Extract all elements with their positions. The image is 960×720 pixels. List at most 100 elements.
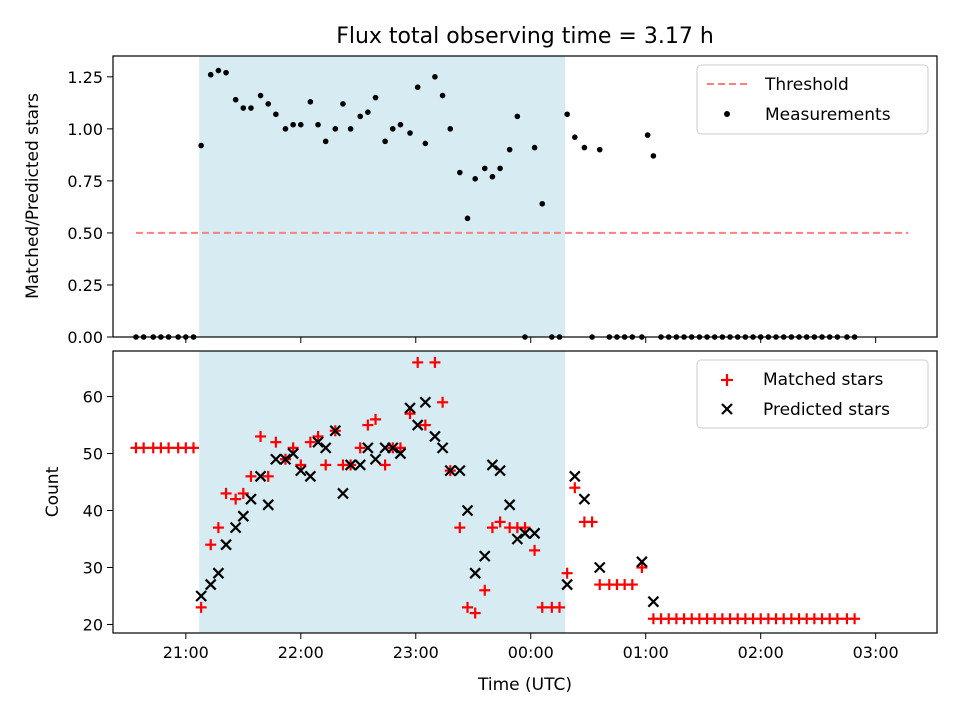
y-tick-label: 30 [83,558,103,577]
predicted-star-point [494,464,506,477]
measurement-point [439,92,446,99]
measurement-point [207,71,214,78]
matched-star-point [370,413,382,425]
legend-predicted-label: Predicted stars [763,400,890,420]
matched-star-point [494,516,506,528]
measurement-point [307,98,314,105]
predicted-star-point [195,590,207,602]
predicted-star-point [469,567,481,579]
legend-box [696,359,929,429]
measurement-point [273,111,279,118]
measurement-point [315,121,321,128]
measurement-point [581,144,588,151]
matched-star-point [486,522,498,534]
x-tick-label: 21:00 [163,643,209,662]
predicted-star-point [369,453,382,466]
measurement-point [432,74,438,80]
predicted-star-point [486,459,499,471]
measurement-point [472,176,478,182]
measurement-point [596,146,603,153]
x-tick-label: 01:00 [623,643,669,662]
panel-ratio: 0.00 0.25 0.50 0.75 1.00 1.25 Matched/Predict… [23,55,938,347]
measurement-point [414,84,421,91]
y-tick-label: 20 [83,615,103,634]
measurement-point [422,140,429,147]
predicted-star-point [344,459,357,471]
matched-star-point [429,356,441,368]
panel-counts: 20 30 40 50 60 21:00 22:00 23:00 00:00 01:00 02:00… [43,350,938,695]
matched-star-point [262,470,274,482]
predicted-star-point [404,402,416,414]
matched-star-point [354,442,366,454]
predicted-star-point [354,459,366,471]
y-tick-label: 0.25 [67,276,103,295]
predicted-star-point [295,464,307,477]
predicted-star-point [454,464,466,477]
matched-star-point [394,442,406,454]
chart-title: Flux total observing time = 3.17 h [336,24,714,49]
legend-predicted-swatch [721,403,733,415]
predicted-star-point [329,424,342,437]
measurement-point [564,111,570,118]
x-tick-label: 00:00 [508,643,554,662]
predicted-star-point [511,533,524,545]
predicted-star-point [593,561,606,574]
predicted-star-point [262,499,274,511]
measurement-point [240,105,247,111]
measurement-point [248,105,254,111]
matched-star-point [205,539,217,551]
legend-matched-swatch [721,374,733,386]
measurement-point [297,121,304,128]
x-tick-label: 02:00 [738,643,784,662]
matched-star-point [529,544,541,556]
predicted-star-point [636,556,648,568]
y-tick-label: 1.00 [67,120,103,139]
predicted-star-point [394,447,407,460]
matched-star-point [479,584,491,596]
predicted-star-point [503,499,516,511]
matched-star-point [379,459,391,471]
matched-star-point [212,522,224,534]
predicted-star-point [478,550,491,562]
measurement-point [539,200,546,207]
measurement-point [382,138,388,145]
matched-star-point [237,487,249,499]
predicted-star-point [245,493,257,505]
x-tick-label: 23:00 [393,643,439,662]
measurement-point [481,165,488,172]
y-tick-label: 40 [83,502,103,521]
legend-measurement-swatch [724,111,730,117]
measurement-point [397,121,404,128]
measurement-point [650,153,657,159]
predicted-star-point [561,578,573,591]
matched-star-point [255,430,267,442]
y-tick-label: 1.25 [67,68,103,87]
matched-star-point [553,601,565,613]
legend: Matched stars Predicted stars [696,359,929,429]
measurement-point [464,215,471,222]
predicted-star-point [429,430,441,443]
matched-star-point [636,561,648,573]
matched-star-point [295,459,307,471]
matched-star-point [831,613,843,625]
y-tick-label: 50 [83,445,103,464]
measurement-point [572,134,578,140]
predicted-star-point [254,470,267,483]
matched-star-point [569,482,581,494]
measurement-point [407,130,413,136]
matched-star-point [536,601,548,613]
predicted-star-point [304,470,317,483]
matched-star-point [304,436,316,448]
measurement-point [365,109,371,115]
predicted-star-point [569,470,581,483]
measurement-point [282,126,289,132]
y-axis-label: Count [43,466,63,517]
measurement-point [232,96,239,103]
matched-star-point [195,601,207,613]
predicted-star-point [229,521,242,534]
predicted-star-point [270,453,282,466]
axes-frame [112,350,938,634]
measurement-point [644,132,651,138]
matched-star-point [404,408,416,420]
